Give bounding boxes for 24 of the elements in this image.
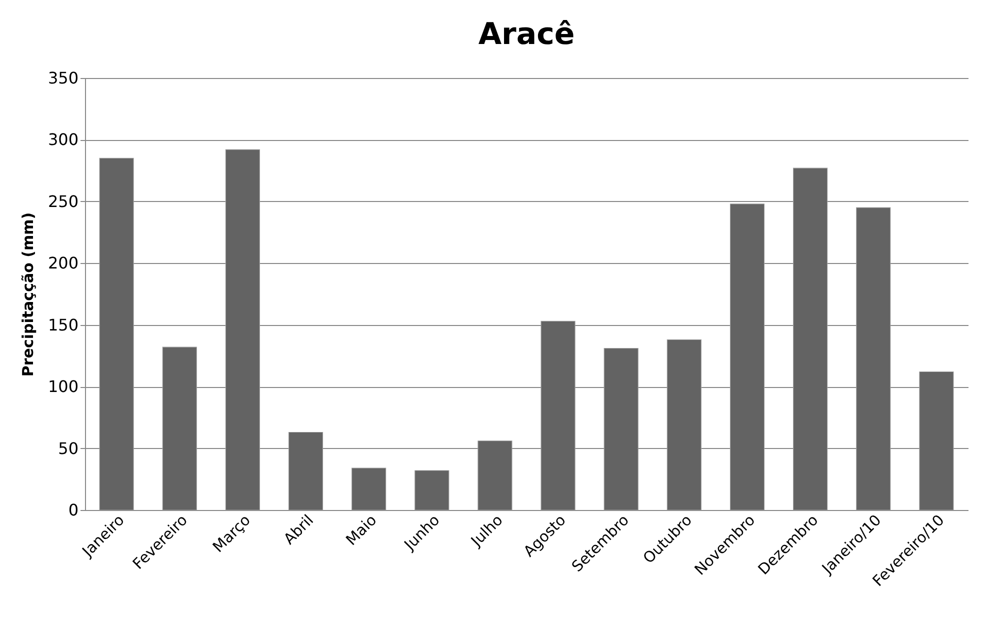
bar xyxy=(604,348,638,510)
y-tick-label: 100 xyxy=(48,377,78,396)
bar xyxy=(478,440,512,510)
y-tick-label: 200 xyxy=(48,254,78,273)
bar xyxy=(730,204,765,510)
chart-title: Aracê xyxy=(478,17,575,52)
y-tick-label: 150 xyxy=(48,315,78,334)
y-tick-label: 300 xyxy=(48,130,78,150)
bar xyxy=(162,346,197,510)
bar xyxy=(856,207,891,510)
bar xyxy=(288,432,324,510)
y-tick-label: 250 xyxy=(48,192,78,211)
y-tick-label: 0 xyxy=(68,500,78,520)
bar xyxy=(225,149,260,510)
bar xyxy=(540,320,576,510)
bar xyxy=(352,468,386,510)
bar xyxy=(793,168,828,510)
y-tick-label: 50 xyxy=(58,438,78,458)
y-tick-label: 350 xyxy=(48,68,78,88)
bar xyxy=(99,158,134,510)
bar xyxy=(666,339,702,510)
bar xyxy=(414,470,450,510)
bar xyxy=(919,371,954,510)
y-axis-title: Precipitaçção (mm) xyxy=(18,212,37,377)
